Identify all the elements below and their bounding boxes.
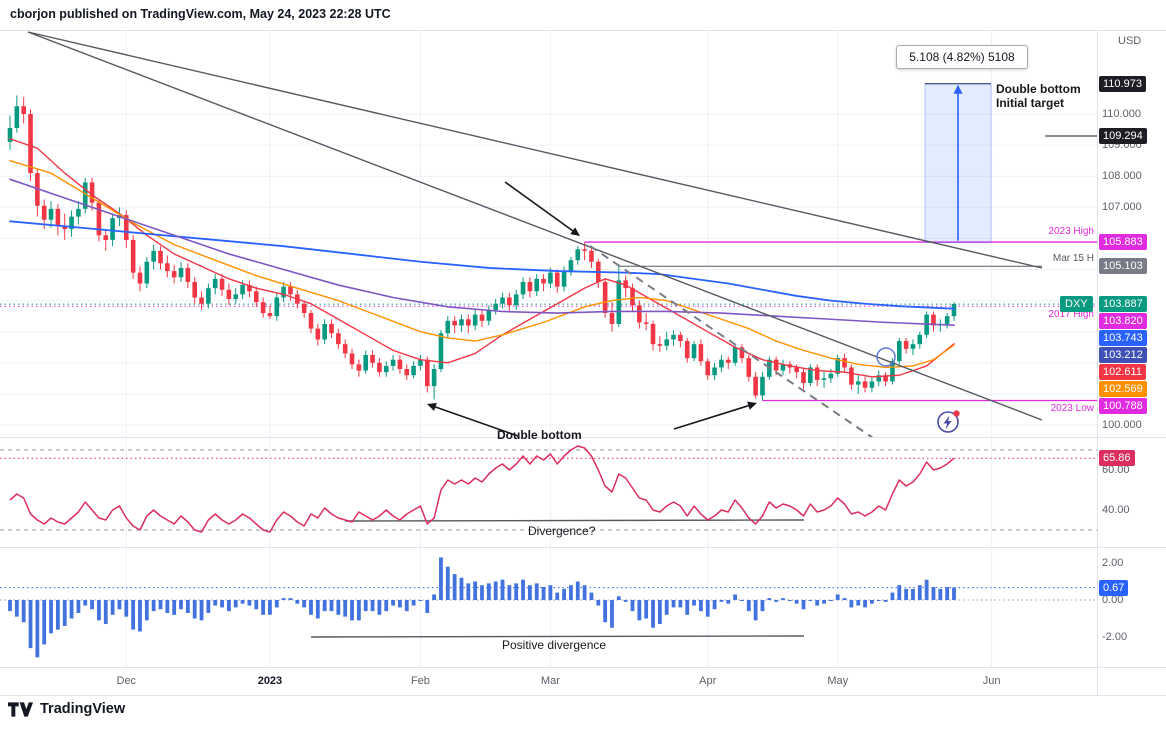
price-label: 100.788 (1099, 398, 1147, 415)
price-label: 102.611 (1099, 364, 1146, 381)
price-tick: 108.000 (1102, 170, 1142, 183)
price-tick: 40.00 (1102, 504, 1130, 516)
price-label: 103.212 (1099, 347, 1147, 364)
positive-divergence-annotation: Positive divergence (502, 638, 607, 652)
high-2023-label: 2023 High (1048, 226, 1094, 237)
time-label: Feb (410, 675, 430, 687)
tradingview-logo-icon[interactable] (8, 701, 33, 717)
time-label: Mar (540, 675, 560, 687)
low-2023-label: 2023 Low (1050, 403, 1094, 414)
price-label: 103.887 (1099, 296, 1147, 313)
price-label: 103.743 (1099, 330, 1147, 347)
footer-brand-text[interactable]: TradingView (40, 701, 126, 717)
symbol-tag: DXY (1060, 296, 1093, 313)
footer-branding[interactable]: TradingView (8, 701, 125, 717)
measurement-label: 5.108 (4.82%) 5108 (896, 45, 1028, 69)
divergence-annotation: Divergence? (528, 524, 596, 538)
price-label: 105.883 (1099, 234, 1147, 251)
price-label: 65.86 (1099, 450, 1135, 467)
price-tick: 0.00 (1102, 594, 1124, 606)
high-2017-label: 2017 High (1048, 309, 1094, 320)
notification-dot (953, 410, 960, 417)
target-annotation-line2: Initial target (996, 96, 1065, 111)
price-tick: 107.000 (1102, 201, 1142, 214)
time-label: Apr (699, 675, 717, 687)
price-tick: 60.00 (1102, 464, 1130, 476)
time-label: 2023 (257, 675, 283, 687)
attribution-bar: cborjon published on TradingView.com, Ma… (10, 7, 391, 21)
price-tick: 2.00 (1102, 557, 1124, 569)
price-tick: -2.00 (1102, 631, 1128, 643)
price-tick: 100.000 (1102, 419, 1142, 431)
target-annotation: Double bottom Initial target (996, 82, 1081, 111)
time-label: Jun (982, 675, 1001, 687)
price-label: 0.67 (1099, 579, 1129, 596)
lightning-bolt-icon (943, 415, 952, 430)
double-bottom-annotation: Double bottom (497, 428, 582, 442)
price-label: 110.973 (1099, 75, 1146, 92)
price-label: 102.569 (1099, 381, 1147, 398)
price-label: 109.294 (1099, 127, 1147, 144)
time-label: May (827, 675, 849, 687)
price-label: 103.820 (1099, 313, 1147, 330)
currency-label: USD (1118, 35, 1142, 47)
price-tick: 110.000 (1102, 108, 1141, 120)
mar-15-high-label: Mar 15 H (1052, 253, 1094, 264)
time-label: Dec (116, 675, 137, 687)
flash-icon[interactable] (935, 407, 963, 435)
price-label: 105.103 (1099, 258, 1147, 275)
target-annotation-line1: Double bottom (996, 82, 1081, 96)
attribution-text: cborjon published on TradingView.com, Ma… (10, 7, 391, 21)
